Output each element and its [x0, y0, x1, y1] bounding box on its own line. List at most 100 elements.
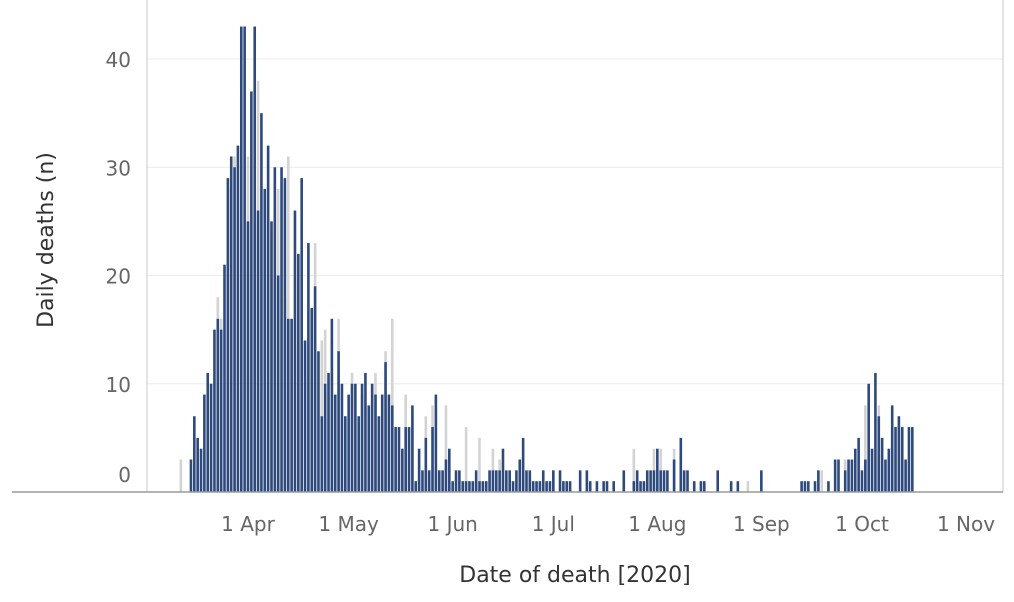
bar	[229, 156, 233, 492]
bar	[360, 383, 364, 492]
bar	[350, 383, 354, 492]
bar	[877, 416, 881, 492]
bar	[622, 470, 626, 492]
bar	[588, 481, 592, 492]
bar	[686, 470, 689, 492]
bar	[468, 481, 471, 492]
bar	[441, 470, 444, 492]
bar	[414, 481, 418, 492]
bar	[578, 470, 582, 492]
bar	[612, 481, 616, 492]
bar	[552, 470, 555, 492]
bar	[390, 405, 394, 492]
bar	[692, 481, 696, 492]
bar	[310, 307, 314, 492]
bar	[649, 470, 652, 492]
bar	[662, 470, 666, 492]
bar	[746, 481, 750, 492]
x-tick-label: 1 Jul	[532, 512, 575, 536]
bar	[481, 481, 485, 492]
y-tick-label: 40	[106, 48, 131, 72]
bar	[703, 481, 706, 492]
bar	[635, 470, 639, 492]
bar	[236, 145, 240, 492]
bar	[491, 470, 495, 492]
bar	[498, 470, 501, 492]
bar	[233, 167, 236, 492]
bar	[374, 394, 377, 492]
x-tick-label: 1 Sep	[733, 512, 790, 536]
bar	[874, 372, 877, 492]
bar	[330, 318, 334, 492]
bar	[199, 448, 203, 492]
bar	[833, 459, 837, 492]
bar	[679, 437, 683, 493]
bar	[370, 383, 374, 492]
bar	[807, 481, 810, 492]
bar	[223, 264, 226, 492]
bar	[404, 427, 407, 492]
bar	[511, 481, 515, 492]
bar	[538, 481, 542, 492]
bar	[380, 394, 384, 492]
bar	[562, 481, 565, 492]
bar	[639, 481, 642, 492]
bar	[666, 470, 669, 492]
bar	[437, 470, 441, 492]
bar	[595, 481, 599, 492]
bar	[323, 383, 327, 492]
bar	[179, 459, 183, 492]
bar	[860, 470, 864, 492]
bar	[397, 427, 401, 492]
bar	[250, 91, 253, 492]
bar	[193, 416, 196, 492]
bar	[260, 113, 263, 493]
bar	[206, 372, 210, 492]
bar	[890, 405, 894, 492]
bar	[884, 459, 887, 492]
bar	[427, 470, 431, 492]
bar	[209, 383, 213, 492]
bar	[421, 470, 424, 492]
bar	[300, 178, 303, 492]
bar	[672, 459, 676, 492]
bar	[548, 481, 552, 492]
bar	[488, 470, 491, 492]
bar	[458, 470, 461, 492]
bar	[837, 459, 840, 492]
bar	[800, 481, 803, 492]
bar	[535, 481, 538, 492]
bar	[820, 470, 824, 492]
x-tick-label: 1 Jun	[427, 512, 477, 536]
bar	[357, 416, 361, 492]
bar	[813, 481, 817, 492]
bar	[656, 448, 659, 492]
series-dark-bars	[189, 26, 914, 493]
bar	[451, 481, 454, 492]
bar	[645, 470, 649, 492]
bar	[407, 427, 411, 492]
bar	[864, 405, 867, 492]
bar	[387, 394, 391, 492]
bar	[494, 470, 498, 492]
gridlines	[147, 58, 1003, 385]
bar	[897, 416, 901, 492]
y-tick-labels: 0 10 20 30 40	[106, 48, 131, 487]
bar	[867, 383, 870, 492]
bar	[484, 481, 488, 492]
x-tick-label: 1 Oct	[835, 512, 889, 536]
bar	[847, 459, 850, 492]
bar	[508, 470, 511, 492]
x-tick-label: 1 May	[318, 512, 379, 536]
bar	[464, 427, 468, 492]
bar	[864, 459, 867, 492]
x-tick-labels: 1 Apr 1 May 1 Jun 1 Jul 1 Aug 1 Sep 1 Oct 1 Nov	[221, 512, 995, 536]
bar	[303, 340, 307, 492]
bar	[424, 437, 428, 493]
bar	[525, 470, 528, 492]
bar	[471, 481, 475, 492]
bar	[880, 437, 884, 493]
bar	[253, 26, 257, 493]
bar	[736, 481, 740, 492]
bar	[454, 470, 458, 492]
